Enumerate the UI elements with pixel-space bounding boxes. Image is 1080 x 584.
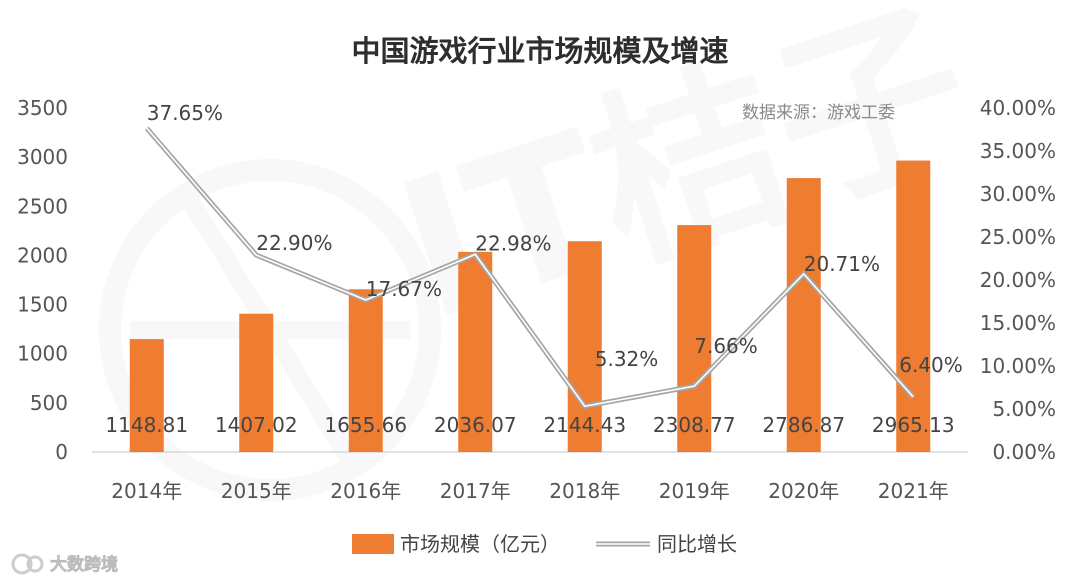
line-point-label: 22.98% <box>475 231 551 255</box>
line-point-label: 7.66% <box>694 334 758 358</box>
y-right-tick-label: 15.00% <box>980 311 1056 335</box>
legend-label-line: 同比增长 <box>657 532 737 556</box>
bar-value-label: 2786.87 <box>762 413 845 437</box>
legend-label-bar: 市场规模（亿元） <box>400 532 560 556</box>
y-left-tick-label: 1000 <box>17 342 68 366</box>
line-value-labels: 37.65% 22.90% 17.67% 22.98% 5.32% 7.66% 20.71%… <box>147 101 963 377</box>
y-right-tick-label: 0.00% <box>992 440 1056 464</box>
y-right-tick-label: 20.00% <box>980 268 1056 292</box>
bar-value-label: 2144.43 <box>543 413 626 437</box>
x-tick-label: 2019年 <box>659 479 730 503</box>
y-left-tick-label: 500 <box>30 391 68 415</box>
x-tick-label: 2020年 <box>768 479 839 503</box>
line-series <box>144 126 916 409</box>
line-point-label: 5.32% <box>595 347 659 371</box>
bar <box>239 313 274 452</box>
footer-brand: 大数跨境 <box>11 553 118 575</box>
bar <box>567 241 602 452</box>
x-tick-label: 2015年 <box>221 479 292 503</box>
x-tick-label: 2021年 <box>878 479 949 503</box>
bar <box>458 251 493 452</box>
y-right-tick-label: 5.00% <box>992 397 1056 421</box>
y-left-tick-label: 1500 <box>17 293 68 317</box>
brand-name: 大数跨境 <box>50 554 118 575</box>
y-right-tick-label: 40.00% <box>980 96 1056 120</box>
bar <box>896 160 931 453</box>
y-right-tick-label: 35.00% <box>980 139 1056 163</box>
line-point-label: 6.40% <box>899 353 963 377</box>
bar-value-label: 2308.77 <box>653 413 736 437</box>
y-left-tick-label: 0 <box>55 440 68 464</box>
bar <box>348 289 383 452</box>
legend-swatch-bar <box>352 534 394 554</box>
bar-value-label: 2036.07 <box>434 413 517 437</box>
y-axis-right: 0.00% 5.00% 10.00% 15.00% 20.00% 25.00% 30.00%… <box>980 96 1056 464</box>
chart-title: 中国游戏行业市场规模及增速 <box>351 34 728 68</box>
line-path-inner <box>146 127 914 408</box>
bar <box>129 339 164 452</box>
x-tick-label: 2017年 <box>440 479 511 503</box>
y-left-tick-label: 2000 <box>17 243 68 267</box>
y-axis-left: 0 500 1000 1500 2000 2500 3000 3500 <box>17 96 68 464</box>
bar-value-label: 1148.81 <box>105 413 188 437</box>
bar-value-label: 1655.66 <box>324 413 407 437</box>
y-right-tick-label: 25.00% <box>980 225 1056 249</box>
y-left-tick-label: 3500 <box>17 96 68 120</box>
line-point-label: 20.71% <box>804 252 880 276</box>
y-right-tick-label: 30.00% <box>980 182 1056 206</box>
bar-series <box>129 160 931 453</box>
brand-logo-icon <box>11 553 33 575</box>
bar <box>677 225 712 452</box>
bar <box>786 178 821 452</box>
x-tick-label: 2018年 <box>549 479 620 503</box>
chart-source: 数据来源：游戏工委 <box>742 103 895 123</box>
x-tick-label: 2014年 <box>111 479 182 503</box>
y-left-tick-label: 2500 <box>17 194 68 218</box>
y-right-tick-label: 10.00% <box>980 354 1056 378</box>
legend: 市场规模（亿元） 同比增长 <box>352 532 737 556</box>
line-point-label: 17.67% <box>366 277 442 301</box>
x-axis: 2014年 2015年 2016年 2017年 2018年 2019年 2020年 2021年 <box>111 479 948 503</box>
bar-value-label: 2965.13 <box>872 413 955 437</box>
y-left-tick-label: 3000 <box>17 145 68 169</box>
line-point-label: 37.65% <box>147 101 223 125</box>
line-point-label: 22.90% <box>256 231 332 255</box>
brand-logo-icon-ring <box>26 555 44 573</box>
x-tick-label: 2016年 <box>330 479 401 503</box>
bar-value-labels: 1148.81 1407.02 1655.66 2036.07 2144.43 2308.… <box>105 413 954 437</box>
bar-value-label: 1407.02 <box>215 413 298 437</box>
